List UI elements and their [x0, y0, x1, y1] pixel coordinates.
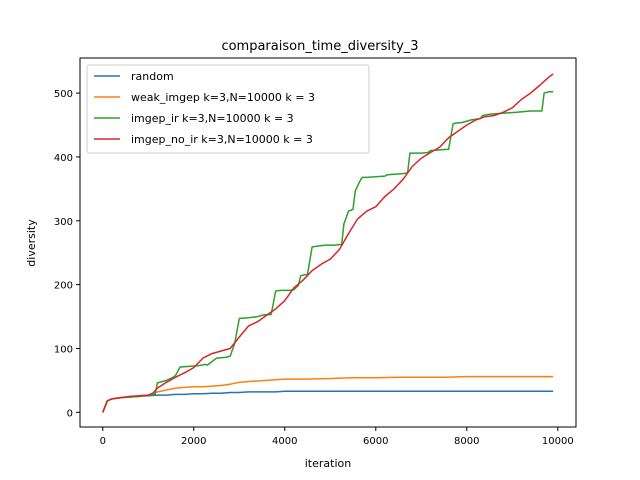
chart-title: comparaison_time_diversity_3: [221, 39, 418, 54]
x-tick-label: 10000: [542, 436, 574, 447]
plot-area: [102, 73, 554, 413]
y-tick-label: 500: [54, 89, 73, 100]
x-tick-label: 4000: [272, 436, 297, 447]
y-tick-label: 200: [54, 281, 73, 292]
legend-box: [86, 64, 370, 154]
legend-label-3: imgep_no_ir k=3,N=10000 k = 3: [131, 133, 313, 146]
x-tick-label: 0: [100, 436, 106, 447]
y-tick-label: 400: [54, 153, 73, 164]
x-tick-label: 6000: [363, 436, 388, 447]
x-axis: 0 2000 4000 6000 8000 10000: [100, 427, 574, 447]
y-tick-label: 300: [54, 217, 73, 228]
legend-label-2: imgep_ir k=3,N=10000 k = 3: [131, 112, 294, 125]
y-axis-label: diversity: [25, 219, 38, 267]
x-axis-label: iteration: [305, 457, 351, 470]
series-line-3: [102, 73, 554, 413]
legend-label-0: random: [131, 70, 174, 83]
legend: random weak_imgep k=3,N=10000 k = 3 imgep_…: [86, 64, 370, 154]
series-line-2: [102, 91, 554, 413]
y-tick-label: 100: [54, 344, 73, 355]
axes-frame: [79, 57, 577, 428]
legend-label-1: weak_imgep k=3,N=10000 k = 3: [131, 91, 315, 104]
y-axis: 0 100 200 300 400 500: [54, 89, 80, 419]
x-tick-label: 8000: [454, 436, 479, 447]
x-tick-label: 2000: [181, 436, 206, 447]
y-tick-label: 0: [67, 408, 73, 419]
